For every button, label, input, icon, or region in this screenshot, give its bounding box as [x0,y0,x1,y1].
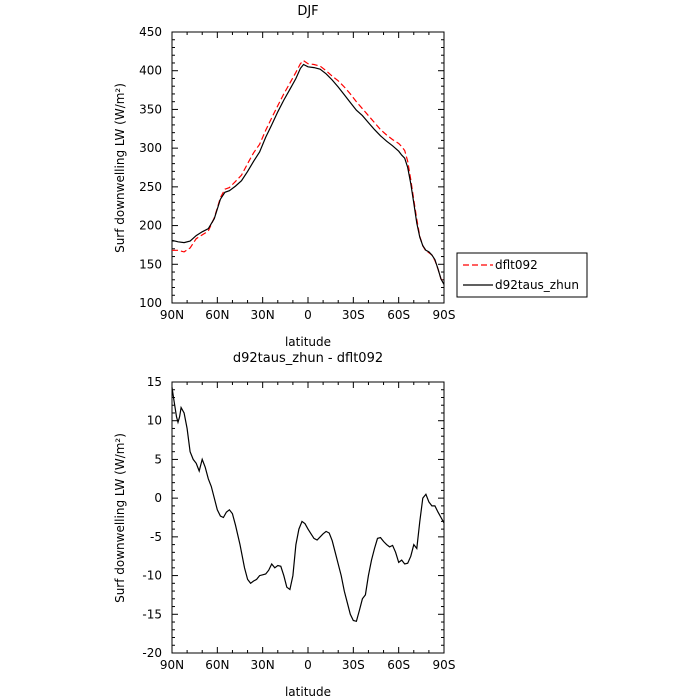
legend-box [456,252,588,298]
x-tick-label: 60N [205,658,229,672]
x-tick-label: 90N [160,658,184,672]
y-tick-label: -5 [150,530,162,544]
y-tick-label: 150 [139,257,162,271]
legend-label: d92taus_zhun [495,278,579,292]
y-tick-label: 5 [154,452,162,466]
bottom-panel-ylabel: Surf downwelling LW (W/m²) [113,433,127,603]
y-tick-label: 300 [139,141,162,155]
x-tick-label: 60N [205,308,229,322]
top-panel-title: DJF [297,4,318,19]
plot-frame [171,31,445,304]
x-tick-label: 30N [251,308,275,322]
top-panel-ylabel: Surf downwelling LW (W/m²) [113,83,127,253]
series-line-dflt092 [172,59,445,283]
y-tick-label: 350 [139,102,162,116]
y-tick-label: 0 [154,491,162,505]
y-tick-label: 450 [139,25,162,39]
x-tick-label: 0 [304,658,312,672]
series-line-d92taus_zhun [171,63,445,285]
bottom-panel-xlabel: latitude [285,685,331,699]
x-tick-label: 60S [387,308,410,322]
x-tick-label: 0 [304,308,312,322]
bottom-panel: d92taus_zhun - dflt092 latitude Surf dow… [113,351,455,699]
y-tick-label: -15 [142,607,162,621]
y-tick-label: 400 [139,64,162,78]
plot-frame [171,381,445,654]
legend-label: dflt092 [495,258,538,272]
series-line-series-0 [171,387,445,623]
x-tick-label: 90S [433,658,456,672]
x-tick-label: 30S [342,308,365,322]
y-tick-label: 200 [139,219,162,233]
y-tick-label: 250 [139,180,162,194]
x-tick-label: 90N [160,308,184,322]
x-tick-label: 30N [251,658,275,672]
y-tick-label: -20 [142,646,162,660]
x-tick-label: 60S [387,658,410,672]
y-tick-label: 15 [147,375,162,389]
x-tick-label: 90S [433,308,456,322]
top-panel: DJF latitude Surf downwelling LW (W/m²) … [113,4,588,349]
top-panel-xlabel: latitude [285,335,331,349]
bottom-panel-title: d92taus_zhun - dflt092 [233,351,383,366]
x-tick-label: 30S [342,658,365,672]
y-tick-label: 100 [139,296,162,310]
y-tick-label: -10 [142,569,162,583]
y-tick-label: 10 [147,414,162,428]
